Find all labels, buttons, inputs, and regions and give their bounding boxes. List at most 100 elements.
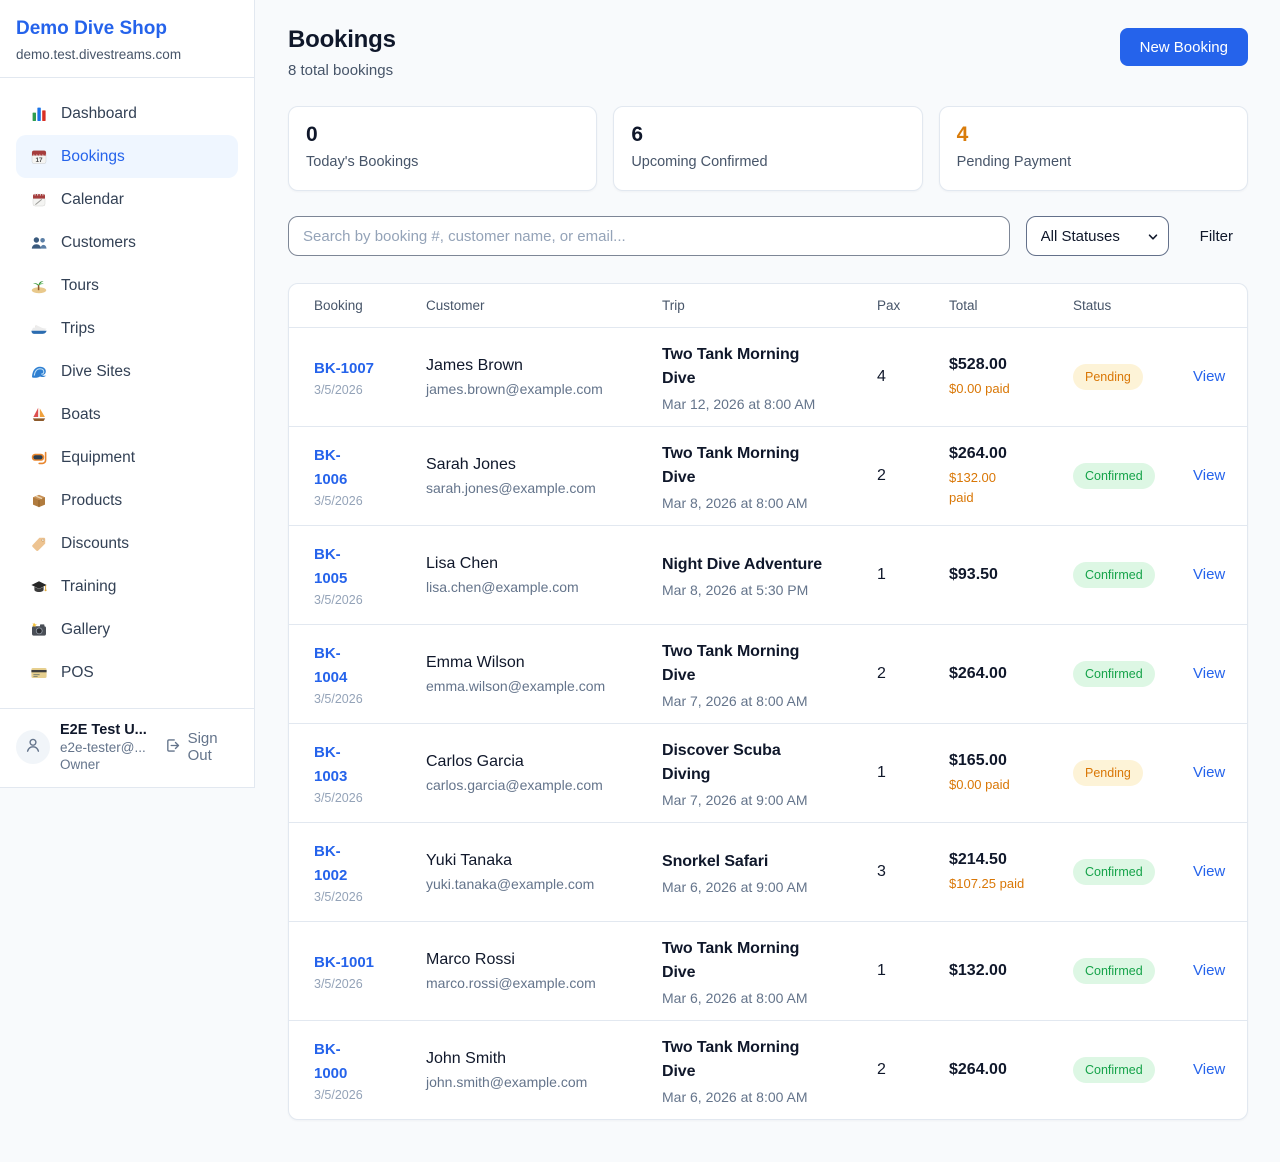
paid-amount: $0.00 paid (949, 380, 1010, 396)
paid-amount: $132.00 paid (949, 470, 996, 505)
stat-card-todays-bookings: 0 Today's Bookings (288, 106, 598, 191)
booking-id-link[interactable]: BK- 1000 (314, 1041, 348, 1082)
trip-cell: Two Tank Morning Dive Mar 6, 2026 at 8:0… (662, 1036, 877, 1105)
trip-cell: Two Tank Morning Dive Mar 8, 2026 at 8:0… (662, 442, 877, 511)
view-link[interactable]: View (1193, 566, 1226, 583)
customer-cell: Emma Wilson emma.wilson@example.com (426, 654, 662, 694)
user-email: e2e-tester@... (60, 740, 146, 755)
avatar (16, 730, 50, 764)
new-booking-button[interactable]: New Booking (1119, 28, 1248, 66)
sidebar: Demo Dive Shop demo.test.divestreams.com… (0, 0, 255, 788)
total-amount: $132.00 (949, 962, 1007, 979)
sidebar-item-products[interactable]: Products (16, 479, 238, 522)
total-amount: $528.00 (949, 355, 1007, 373)
customer-name: James Brown (426, 357, 523, 374)
customer-email: carlos.garcia@example.com (426, 777, 603, 793)
view-link[interactable]: View (1193, 764, 1226, 781)
page-subtitle: 8 total bookings (288, 62, 394, 79)
brand-domain: demo.test.divestreams.com (16, 47, 182, 62)
view-link[interactable]: View (1193, 467, 1226, 484)
action-cell: View (1193, 368, 1225, 386)
booking-id-link[interactable]: BK-1007 (314, 359, 375, 377)
pax-value: 1 (877, 566, 886, 583)
booking-cell: BK-1007 3/5/2026 (314, 357, 426, 397)
booking-id-link[interactable]: BK- 1006 (314, 447, 348, 488)
column-header-customer: Customer (426, 298, 485, 313)
sidebar-item-customers[interactable]: Customers (16, 221, 238, 264)
status-badge: Confirmed (1073, 958, 1155, 984)
status-select[interactable]: All Statuses (1025, 216, 1169, 256)
customer-name: Marco Rossi (426, 951, 515, 968)
table-row: BK- 1004 3/5/2026 Emma Wilson emma.wilso… (289, 624, 1247, 723)
table-row: BK-1007 3/5/2026 James Brown james.brown… (289, 327, 1247, 426)
customer-email: marco.rossi@example.com (426, 975, 596, 991)
sidebar-item-equipment[interactable]: Equipment (16, 436, 238, 479)
booking-id-link[interactable]: BK- 1003 (314, 744, 348, 785)
trip-datetime: Mar 7, 2026 at 8:00 AM (662, 692, 808, 709)
booking-id-link[interactable]: BK- 1002 (314, 843, 348, 884)
status-badge: Pending (1073, 364, 1143, 390)
stat-label: Today's Bookings (306, 154, 419, 170)
column-header-booking: Booking (314, 298, 363, 313)
sidebar-item-boats[interactable]: Boats (16, 393, 238, 436)
stat-label: Upcoming Confirmed (631, 154, 768, 170)
sidebar-item-bookings[interactable]: 17 Bookings (16, 135, 238, 178)
pax-value: 2 (877, 467, 886, 484)
customer-cell: Sarah Jones sarah.jones@example.com (426, 456, 662, 496)
stat-value: 4 (956, 123, 969, 146)
filter-button[interactable]: Filter (1199, 227, 1233, 245)
brand-block: Demo Dive Shop demo.test.divestreams.com (0, 0, 254, 78)
total-cell: $132.00 (949, 962, 1073, 980)
view-link[interactable]: View (1193, 863, 1226, 880)
calendar-17-icon: 17 (30, 148, 48, 166)
wave-icon (30, 363, 48, 381)
sidebar-item-calendar[interactable]: Calendar (16, 178, 238, 221)
calendar-pad-icon (30, 191, 48, 209)
page-header: Bookings 8 total bookings New Booking (288, 26, 1248, 79)
trip-name: Two Tank Morning Dive (662, 345, 800, 387)
view-link[interactable]: View (1193, 665, 1226, 682)
logout-icon (164, 737, 181, 758)
stats-row: 0 Today's Bookings 6 Upcoming Confirmed … (288, 106, 1248, 191)
trip-datetime: Mar 6, 2026 at 9:00 AM (662, 878, 808, 895)
customer-cell: John Smith john.smith@example.com (426, 1050, 662, 1090)
sidebar-item-gallery[interactable]: Gallery (16, 608, 238, 651)
sidebar-item-discounts[interactable]: Discounts (16, 522, 238, 565)
booking-date: 3/5/2026 (314, 383, 363, 398)
paid-amount: $107.25 paid (949, 875, 1025, 891)
view-link[interactable]: View (1193, 962, 1226, 979)
status-cell: Confirmed (1073, 1057, 1193, 1083)
page-title: Bookings (288, 26, 396, 53)
column-header-status: Status (1073, 298, 1112, 313)
customer-name: Lisa Chen (426, 555, 499, 572)
view-link[interactable]: View (1193, 1061, 1226, 1078)
sidebar-item-pos[interactable]: POS (16, 651, 238, 694)
view-link[interactable]: View (1193, 368, 1226, 385)
sidebar-item-dive-sites[interactable]: Dive Sites (16, 350, 238, 393)
booking-cell: BK- 1002 3/5/2026 (314, 840, 426, 904)
trip-name: Snorkel Safari (662, 852, 769, 870)
main-content: Bookings 8 total bookings New Booking 0 … (256, 0, 1280, 1152)
package-box-icon (30, 492, 48, 510)
total-amount: $214.50 (949, 850, 1007, 868)
status-cell: Confirmed (1073, 859, 1193, 885)
booking-id-link[interactable]: BK-1001 (314, 953, 375, 971)
sidebar-item-tours[interactable]: Tours (16, 264, 238, 307)
sign-out-button[interactable]: Sign Out (164, 730, 238, 764)
booking-date: 3/5/2026 (314, 592, 363, 607)
column-header-trip: Trip (662, 298, 685, 313)
sidebar-item-dashboard[interactable]: Dashboard (16, 92, 238, 135)
sidebar-item-training[interactable]: Training (16, 565, 238, 608)
trip-datetime: Mar 6, 2026 at 8:00 AM (662, 989, 808, 1006)
booking-cell: BK- 1003 3/5/2026 (314, 741, 426, 805)
search-input[interactable] (288, 216, 1010, 256)
brand-name: Demo Dive Shop (16, 18, 167, 39)
customer-cell: James Brown james.brown@example.com (426, 357, 662, 397)
sidebar-item-trips[interactable]: Trips (16, 307, 238, 350)
customer-cell: Lisa Chen lisa.chen@example.com (426, 555, 662, 595)
booking-date: 3/5/2026 (314, 1087, 363, 1102)
booking-id-link[interactable]: BK- 1005 (314, 546, 348, 587)
table-body: BK-1007 3/5/2026 James Brown james.brown… (289, 327, 1247, 1119)
booking-id-link[interactable]: BK- 1004 (314, 645, 348, 686)
table-row: BK- 1000 3/5/2026 John Smith john.smith@… (289, 1020, 1247, 1119)
